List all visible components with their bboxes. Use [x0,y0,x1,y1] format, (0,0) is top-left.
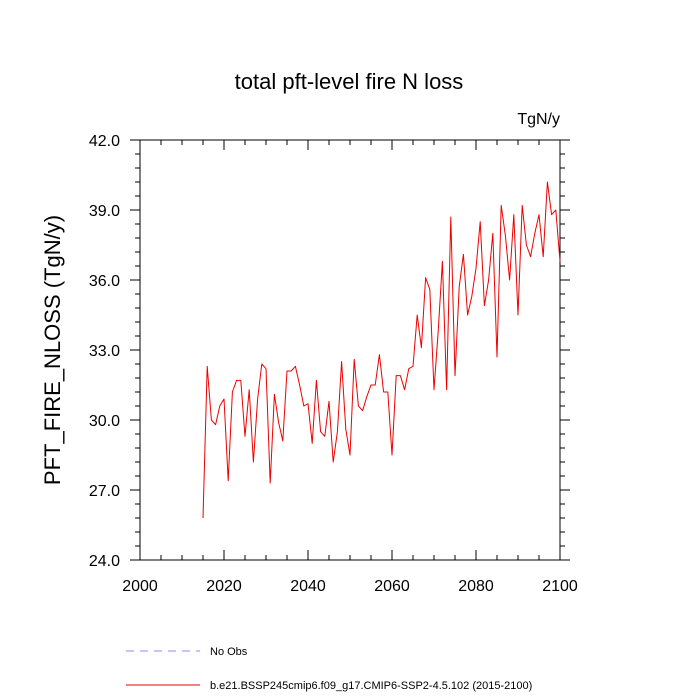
y-tick-label: 30.0 [89,413,120,430]
axis-ticks [130,139,570,561]
series-line-1 [202,181,561,519]
x-tick-label: 2000 [122,578,158,595]
legend-label-no-obs: No Obs [210,646,248,658]
x-tick-label: 2040 [290,578,326,595]
y-tick-label: 33.0 [89,343,120,360]
x-tick-label: 2020 [206,578,242,595]
x-tick-label: 2060 [374,578,410,595]
y-tick-label: 39.0 [89,203,120,220]
y-axis-label: PFT_FIRE_NLOSS (TgN/y) [40,215,65,485]
legend: No Obs b.e21.BSSP245cmip6.f09_g17.CMIP6-… [126,646,532,692]
chart-title: total pft-level fire N loss [235,69,464,94]
y-tick-label: 24.0 [89,553,120,570]
x-tick-label: 2100 [542,578,578,595]
legend-label-model: b.e21.BSSP245cmip6.f09_g17.CMIP6-SSP2-4.… [210,680,532,692]
axis-tick-labels: 2000 2020 2040 2060 2080 2100 24.0 27.0 30.0 33.0… [89,133,578,595]
units-label: TgN/y [517,111,560,128]
series-lines [202,181,561,519]
y-tick-label: 42.0 [89,133,120,150]
y-tick-label: 36.0 [89,273,120,290]
y-tick-label: 27.0 [89,483,120,500]
x-tick-label: 2080 [458,578,494,595]
